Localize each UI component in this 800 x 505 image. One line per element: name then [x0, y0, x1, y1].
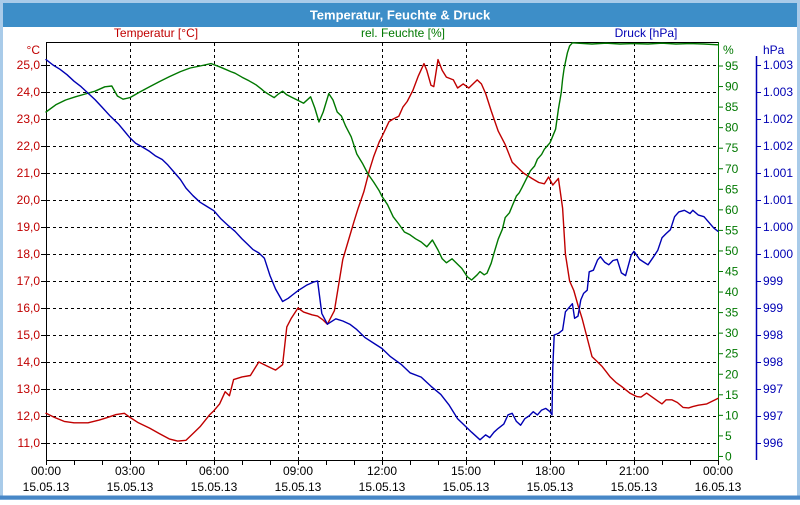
x-date-label: 15.05.13: [191, 480, 238, 494]
x-time-label: 00:00: [31, 464, 61, 478]
humidity-tick-label: 0: [725, 449, 732, 463]
x-date-label: 15.05.13: [107, 480, 154, 494]
x-date-label: 15.05.13: [275, 480, 322, 494]
pressure-tick-label: 1.001: [763, 166, 793, 180]
temperature-tick-label: 18,0: [17, 247, 41, 261]
temperature-tick-label: 13,0: [17, 382, 41, 396]
pressure-tick-label: 999: [763, 274, 783, 288]
temperature-tick-label: 14,0: [17, 355, 41, 369]
humidity-tick-label: 20: [725, 367, 739, 381]
pressure-tick-label: 998: [763, 328, 783, 342]
x-date-label: 15.05.13: [443, 480, 490, 494]
x-date-label: 15.05.13: [611, 480, 658, 494]
humidity-tick-label: 65: [725, 182, 739, 196]
title-bar: [3, 3, 797, 27]
pressure-tick-label: 999: [763, 301, 783, 315]
x-date-label: 16.05.13: [695, 480, 742, 494]
legend-humidity-label: rel. Feuchte [%]: [361, 26, 445, 40]
pressure-tick-label: 996: [763, 436, 783, 450]
temperature-tick-label: 22,0: [17, 139, 41, 153]
x-time-label: 12:00: [367, 464, 397, 478]
x-time-label: 15:00: [451, 464, 481, 478]
humidity-axis-unit-label: %: [723, 43, 734, 57]
temperature-tick-label: 21,0: [17, 166, 41, 180]
humidity-tick-label: 25: [725, 347, 739, 361]
humidity-tick-label: 60: [725, 203, 739, 217]
humidity-tick-label: 80: [725, 121, 739, 135]
pressure-tick-label: 997: [763, 409, 783, 423]
pressure-tick-label: 997: [763, 382, 783, 396]
pressure-tick-label: 1.003: [763, 58, 793, 72]
pressure-line: [45, 58, 719, 441]
humidity-tick-label: 50: [725, 244, 739, 258]
x-date-label: 15.05.13: [527, 480, 574, 494]
pressure-tick-label: 1.000: [763, 220, 793, 234]
x-time-label: 09:00: [283, 464, 313, 478]
pressure-tick-label: 998: [763, 355, 783, 369]
grid-lines: [47, 43, 718, 460]
humidity-tick-label: 95: [725, 59, 739, 73]
humidity-tick-label: 75: [725, 141, 739, 155]
pressure-tick-label: 1.001: [763, 193, 793, 207]
temperature-tick-label: 12,0: [17, 409, 41, 423]
temperature-tick-label: 24,0: [17, 85, 41, 99]
legend-pressure-label: Druck [hPa]: [615, 26, 678, 40]
data-series: [45, 42, 719, 442]
temperature-tick-label: 11,0: [18, 436, 41, 450]
humidity-tick-label: 40: [725, 285, 739, 299]
humidity-tick-label: 70: [725, 162, 739, 176]
temperature-tick-label: 20,0: [17, 193, 41, 207]
x-time-label: 21:00: [619, 464, 649, 478]
humidity-tick-label: 85: [725, 100, 739, 114]
pressure-tick-label: 1.003: [763, 85, 793, 99]
humidity-tick-label: 90: [725, 80, 739, 94]
humidity-tick-label: 15: [725, 388, 739, 402]
x-time-label: 03:00: [115, 464, 145, 478]
temperature-tick-label: 23,0: [17, 112, 41, 126]
axis-tick-labels: 25,0 24,0 23,0 22,0 21,0 20,0 19,0 18,0 17,0 16,0…: [17, 58, 794, 494]
legend-temperature-label: Temperatur [°C]: [114, 26, 198, 40]
temperature-axis-unit-label: °C: [27, 43, 41, 57]
humidity-tick-label: 55: [725, 223, 739, 237]
humidity-line: [45, 42, 719, 281]
temperature-tick-label: 17,0: [17, 274, 41, 288]
axis-ticks: [41, 65, 761, 465]
x-time-label: 00:00: [703, 464, 733, 478]
x-date-label: 15.05.13: [359, 480, 406, 494]
temperature-tick-label: 25,0: [17, 58, 41, 72]
pressure-axis-unit-label: hPa: [763, 43, 785, 57]
pressure-tick-label: 1.002: [763, 139, 793, 153]
humidity-tick-label: 30: [725, 326, 739, 340]
humidity-tick-label: 45: [725, 265, 739, 279]
temperature-line: [45, 58, 719, 442]
temperature-tick-label: 16,0: [17, 301, 41, 315]
temperature-tick-label: 15,0: [17, 328, 41, 342]
humidity-tick-label: 5: [725, 429, 732, 443]
pressure-tick-label: 1.000: [763, 247, 793, 261]
humidity-tick-label: 10: [725, 408, 739, 422]
temperature-tick-label: 19,0: [17, 220, 41, 234]
x-time-label: 18:00: [535, 464, 565, 478]
page-title: Temperatur, Feuchte & Druck: [310, 8, 491, 23]
pressure-tick-label: 1.002: [763, 112, 793, 126]
x-date-label: 15.05.13: [23, 480, 70, 494]
humidity-tick-label: 35: [725, 306, 739, 320]
x-time-label: 06:00: [199, 464, 229, 478]
